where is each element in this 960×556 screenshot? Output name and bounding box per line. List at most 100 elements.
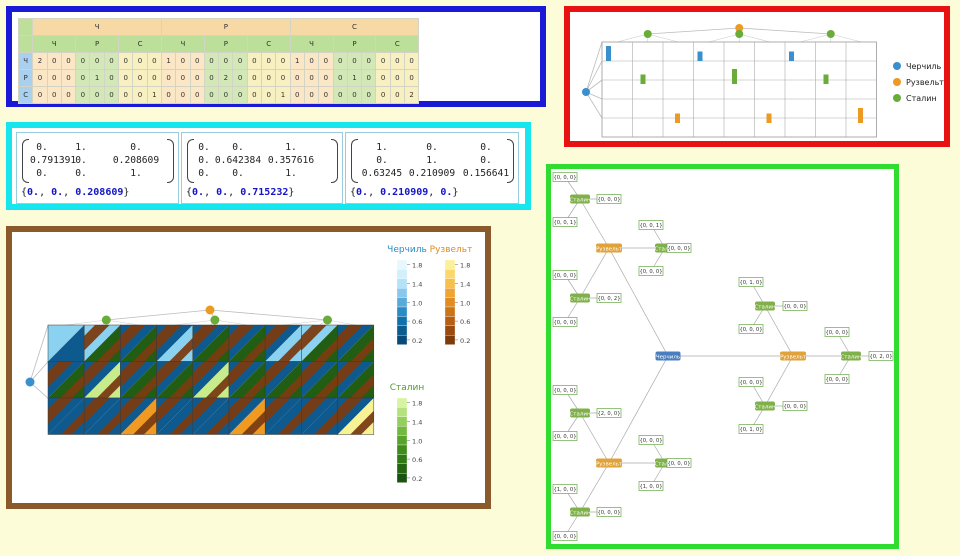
heat-band <box>277 337 302 362</box>
graph-leaf-label: {0, 0, 0} <box>639 269 662 275</box>
graph-node-label: Черчиль <box>656 354 680 360</box>
heat-band <box>96 337 121 362</box>
legend-swatch <box>893 78 901 86</box>
table-cell: 0 <box>346 52 363 70</box>
graph-node-st <box>570 194 590 204</box>
graph-leaf-box <box>782 301 808 311</box>
heat-band <box>156 361 182 388</box>
legend-bin <box>396 435 408 446</box>
graph-leaf-box <box>638 266 664 276</box>
graph-node-ru <box>596 458 622 468</box>
legend-tick-label: 0.6 <box>412 456 422 464</box>
heat-band <box>229 398 255 424</box>
vector-entry: 0.715232 <box>240 187 289 198</box>
table-cell: 0 <box>261 52 277 70</box>
node-root <box>25 377 35 387</box>
graph-leaf-box <box>638 435 664 445</box>
graph-node-st <box>755 301 775 311</box>
edge <box>209 309 328 321</box>
heat-band <box>337 398 363 424</box>
table-header-2: С <box>289 18 420 36</box>
table-cell: 0 <box>146 52 162 70</box>
table-cell: 0 <box>404 69 420 87</box>
matrix-entry: 0.156641 <box>462 168 510 179</box>
table-cell: 0 <box>275 69 291 87</box>
graph-leaf-box <box>596 194 622 204</box>
edge <box>617 33 648 43</box>
legend-swatch <box>893 94 901 102</box>
graph-leaf-box <box>552 385 578 395</box>
grid-frame <box>601 41 877 138</box>
table-cell: 0 <box>132 69 148 87</box>
table-cell: 0 <box>303 52 320 70</box>
legend-bin <box>396 416 408 427</box>
matrix-grid: 0. 0. 1. 0. 0.642384 0.357616 0. 0. 1. <box>195 142 319 181</box>
graph-node-ch <box>655 351 681 361</box>
graph-leaf-box <box>666 243 692 253</box>
edge <box>174 319 215 326</box>
table-cell: 0 <box>203 52 220 70</box>
table-subheader: Р <box>203 35 248 53</box>
bar <box>766 113 772 123</box>
vector-entry: 0. <box>27 187 40 198</box>
graph-node-ru <box>780 351 806 361</box>
table-cell: 0 <box>246 52 263 70</box>
heat-band <box>205 337 229 362</box>
table-subheader: Р <box>332 35 377 53</box>
heat-band <box>229 361 255 388</box>
edge <box>283 319 328 326</box>
edge <box>585 41 603 93</box>
legend-title: Рузвельт <box>430 245 473 255</box>
legend-tick-label: 0.2 <box>412 337 422 345</box>
table-cell: 0 <box>346 86 363 104</box>
matrix-entry: 0. <box>232 168 244 179</box>
table-cell: 0 <box>261 69 277 87</box>
table-cell: 0 <box>232 86 248 104</box>
graph-leaf-box <box>596 507 622 517</box>
heat-band <box>133 410 157 435</box>
node-st <box>643 30 652 38</box>
matrix-entry: 0. <box>36 142 48 153</box>
graph-leaf-label: {0, 0, 2} <box>597 296 620 302</box>
matrix-entry: 1. <box>130 168 142 179</box>
node-ru <box>735 24 744 32</box>
heat-band <box>350 337 374 362</box>
legend-tick-label: 1.4 <box>460 281 470 289</box>
heat-band <box>156 325 182 351</box>
table-cell: 0 <box>332 52 348 70</box>
table-corner <box>17 35 34 53</box>
matrix-entry: 1. <box>376 142 388 153</box>
legend-bin <box>396 288 408 298</box>
table-cell: 0 <box>160 69 177 87</box>
heat-band <box>350 410 374 435</box>
heat-chart: Черчиль 1.8 1.4 1.0 0.6 0.2 Рузвельт 1.8 1.4 1.0 0… <box>25 245 473 483</box>
table-cell: 0 <box>318 86 334 104</box>
graph-leaf-label: {0, 0, 0} <box>667 246 690 252</box>
legend-swatch <box>893 62 901 70</box>
edge <box>647 27 740 35</box>
graph-leaf-box <box>596 293 622 303</box>
graph-leaf-label: {0, 0, 0} <box>783 304 806 310</box>
graph-leaf-label: {0, 0, 0} <box>553 175 576 181</box>
graph-node-label: Сталин <box>569 411 591 417</box>
graph-edge <box>579 412 610 464</box>
heat-band <box>301 398 327 424</box>
legend-tick-label: 0.2 <box>460 337 470 345</box>
bar <box>675 113 680 123</box>
table-cell: 0 <box>332 86 348 104</box>
matrix-panel: 0. 1. 0. 0.791391 0. 0.208609 0. 0. 1. {0., 0., 0… <box>6 122 531 210</box>
table-cell: 0 <box>89 52 105 70</box>
graph-node-st <box>570 293 590 303</box>
heat-band <box>314 410 338 435</box>
table-cell: 0 <box>103 69 120 87</box>
graph-node-label: Сталин <box>840 354 862 360</box>
heat-band <box>133 374 157 398</box>
table-cell: 0 <box>218 86 234 104</box>
table-cell: 0 <box>60 69 77 87</box>
edge <box>739 33 770 43</box>
heat-band <box>205 374 229 398</box>
heat-band <box>169 374 193 398</box>
graph-leaf-box <box>552 431 578 441</box>
table-cell: 0 <box>132 86 148 104</box>
